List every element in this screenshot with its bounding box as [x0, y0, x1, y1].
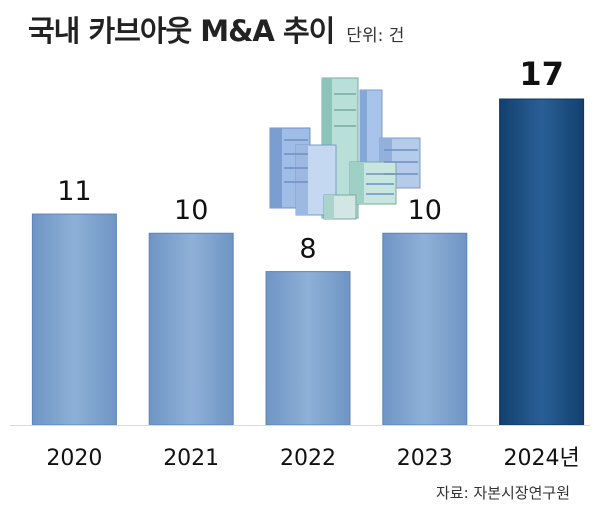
value-label-2024년: 17	[519, 55, 564, 93]
x-tick-label: 2020	[46, 446, 102, 471]
value-label-2023: 10	[408, 195, 442, 226]
bars-group	[31, 98, 585, 426]
chart-header: 국내 카브아웃 M&A 추이 단위: 건	[28, 8, 404, 50]
value-label-2021: 10	[174, 195, 208, 226]
x-tick-label: 2022	[280, 446, 336, 471]
chart-title: 국내 카브아웃 M&A 추이	[28, 14, 335, 48]
value-label-2020: 11	[57, 176, 91, 207]
bar-2022	[265, 271, 351, 426]
x-tick-labels-group: 2020 2021 2022 2023 2024년	[46, 446, 579, 471]
buildings-icon	[269, 77, 421, 220]
source-note: 자료: 자본시장연구원	[435, 484, 570, 502]
bar-2021	[148, 232, 234, 426]
x-tick-label: 2023	[397, 446, 453, 471]
bar-2023	[382, 232, 468, 426]
x-tick-label: 2024년	[503, 446, 579, 471]
x-tick-label: 2021	[163, 446, 219, 471]
bar-2024년	[499, 98, 585, 426]
value-labels-group: 11 10 8 10 17	[57, 55, 564, 265]
unit-label: 단위: 건	[346, 26, 405, 46]
bar-2020	[31, 213, 117, 426]
value-label-2022: 8	[299, 234, 316, 265]
